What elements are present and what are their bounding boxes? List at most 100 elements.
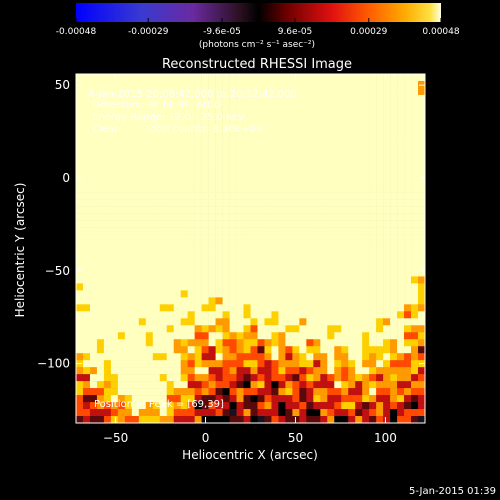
heatmap-cell	[229, 129, 237, 138]
heatmap-cell	[376, 213, 384, 221]
heatmap-cell	[341, 136, 349, 145]
heatmap-cell	[418, 192, 426, 200]
heatmap-cell	[397, 304, 405, 312]
heatmap-cell	[159, 374, 168, 382]
heatmap-cell	[411, 297, 419, 305]
heatmap-cell	[299, 192, 307, 200]
heatmap-cell	[292, 143, 300, 152]
heatmap-cell	[222, 220, 230, 228]
heatmap-cell	[82, 94, 91, 103]
heatmap-cell	[376, 122, 384, 131]
heatmap-cell	[250, 227, 258, 235]
heatmap-cell	[362, 150, 370, 159]
heatmap-cell	[250, 409, 258, 417]
heatmap-cell	[299, 409, 307, 417]
heatmap-cell	[208, 213, 216, 221]
heatmap-cell	[208, 199, 216, 207]
heatmap-cell	[82, 101, 91, 110]
heatmap-cell	[82, 199, 91, 207]
heatmap-cell	[117, 269, 126, 277]
heatmap-cell	[320, 395, 328, 403]
heatmap-cell	[348, 395, 356, 403]
heatmap-cell	[348, 94, 356, 103]
heatmap-cell	[187, 241, 195, 249]
heatmap-cell	[145, 241, 154, 249]
heatmap-cell	[285, 276, 293, 284]
heatmap-cell	[369, 101, 377, 110]
heatmap-cell	[243, 143, 251, 152]
heatmap-cell	[257, 150, 265, 159]
heatmap-cell	[411, 269, 419, 277]
heatmap-cell	[152, 353, 161, 361]
heatmap-cell	[278, 108, 286, 117]
heatmap-cell	[250, 101, 258, 110]
heatmap-cell	[411, 318, 419, 326]
heatmap-cell	[152, 395, 161, 403]
heatmap-cell	[215, 74, 223, 82]
heatmap-cell	[201, 178, 209, 186]
heatmap-cell	[341, 206, 349, 214]
heatmap-cell	[236, 395, 244, 403]
heatmap-cell	[201, 388, 209, 396]
heatmap-cell	[243, 122, 251, 131]
heatmap-cell	[411, 150, 419, 159]
heatmap-cell	[292, 87, 300, 96]
heatmap-cell	[362, 283, 370, 291]
heatmap-cell	[82, 276, 91, 284]
heatmap-cell	[390, 255, 398, 263]
heatmap-cell	[131, 248, 140, 256]
heatmap-cell	[76, 213, 84, 221]
heatmap-cell	[152, 416, 161, 424]
heatmap-cell	[299, 206, 307, 214]
heatmap-cell	[96, 192, 105, 200]
heatmap-cell	[229, 164, 237, 173]
heatmap-cell	[117, 157, 126, 166]
heatmap-cell	[320, 220, 328, 228]
heatmap-cell	[145, 290, 154, 298]
heatmap-cell	[159, 388, 168, 396]
heatmap-cell	[131, 136, 140, 145]
heatmap-cell	[152, 87, 161, 96]
heatmap-cell	[334, 164, 342, 173]
heatmap-cell	[341, 325, 349, 333]
heatmap-cell	[264, 360, 272, 368]
heatmap-cell	[264, 129, 272, 138]
heatmap-cell	[257, 129, 265, 138]
heatmap-cell	[201, 395, 209, 403]
heatmap-cell	[103, 388, 112, 396]
heatmap-cell	[145, 409, 154, 417]
heatmap-cell	[306, 129, 314, 138]
heatmap-cell	[180, 311, 188, 319]
heatmap-cell	[257, 325, 265, 333]
heatmap-cell	[194, 297, 202, 305]
heatmap-cell	[159, 290, 168, 298]
heatmap-cell	[264, 381, 272, 389]
heatmap-cell	[145, 220, 154, 228]
heatmap-cell	[243, 234, 251, 242]
heatmap-cell	[369, 74, 377, 82]
heatmap-cell	[278, 136, 286, 145]
heatmap-cell	[243, 297, 251, 305]
heatmap-cell	[397, 402, 405, 410]
heatmap-cell	[383, 360, 391, 368]
heatmap-cell	[306, 171, 314, 179]
heatmap-cell	[145, 367, 154, 375]
heatmap-cell	[383, 129, 391, 138]
heatmap-cell	[313, 171, 321, 179]
heatmap-cell	[376, 297, 384, 305]
heatmap-cell	[264, 157, 272, 166]
heatmap-cell	[131, 171, 140, 179]
heatmap-cell	[292, 115, 300, 124]
heatmap-cell	[236, 220, 244, 228]
heatmap-cell	[355, 381, 363, 389]
heatmap-cell	[299, 185, 307, 193]
heatmap-cell	[278, 192, 286, 200]
heatmap-cell	[103, 213, 112, 221]
heatmap-cell	[362, 255, 370, 263]
heatmap-cell	[117, 248, 126, 256]
heatmap-cell	[292, 304, 300, 312]
heatmap-cell	[348, 101, 356, 110]
heatmap-cell	[390, 318, 398, 326]
heatmap-cell	[243, 318, 251, 326]
heatmap-cell	[418, 269, 426, 277]
